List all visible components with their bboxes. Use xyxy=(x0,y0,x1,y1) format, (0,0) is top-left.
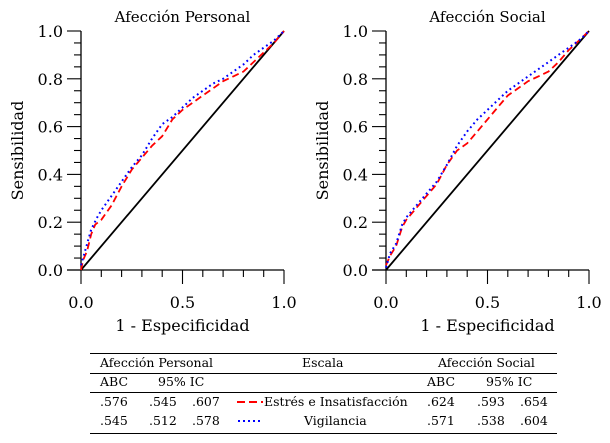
y-tick-label: 0.0 xyxy=(38,261,63,280)
y-tick-label: 0.4 xyxy=(38,165,63,184)
row1-scale-name: Estrés e Insatisfacción xyxy=(264,394,408,409)
y-tick-label: 0.4 xyxy=(343,165,368,184)
subheader-ic-personal: 95% IC xyxy=(158,374,205,389)
row1-social-ic-high: .654 xyxy=(520,394,548,409)
row1-personal-ic-high: .607 xyxy=(192,394,220,409)
roc-panel-1: Afección Personal 0.0 0.2 0.4 0.6 0.8 1.0 0.0 0.… xyxy=(8,8,297,335)
y-tick-label: 0.2 xyxy=(38,213,63,232)
y-tick-label: 0.8 xyxy=(38,70,63,89)
header-afeccion-social: Afección Social xyxy=(438,355,535,370)
roc-panel-2: Afección Social 0.0 0.2 0.4 0.6 0.8 1.0 0.0 0.5 1… xyxy=(313,8,602,335)
row2-social-abc: .571 xyxy=(427,413,455,428)
row2-social-ic-high: .604 xyxy=(520,413,548,428)
subheader-ic-social: 95% IC xyxy=(486,374,533,389)
x-tick-label: 0.0 xyxy=(68,293,93,312)
y-tick-label: 1.0 xyxy=(38,22,63,41)
y-tick-label: 0.0 xyxy=(343,261,368,280)
series-vigilancia xyxy=(385,30,590,268)
legend-dotted-blue-line xyxy=(238,420,263,422)
y-axis-label: Sensibilidad xyxy=(313,101,332,201)
y-tick-label: 1.0 xyxy=(343,22,368,41)
row1-personal-ic-low: .545 xyxy=(149,394,177,409)
table-mid-rule xyxy=(90,373,557,374)
y-tick-label: 0.6 xyxy=(343,118,368,137)
header-afeccion-personal: Afección Personal xyxy=(100,355,214,370)
series-estres-insatisfaccion xyxy=(385,30,590,266)
row2-social-ic-low: .538 xyxy=(477,413,505,428)
row2-scale-name: Vigilancia xyxy=(304,413,367,428)
header-escala: Escala xyxy=(302,355,344,370)
y-tick-label: 0.6 xyxy=(38,118,63,137)
x-tick-label: 1.0 xyxy=(271,293,296,312)
legend-dashed-red-line xyxy=(237,401,263,403)
table-top-rule xyxy=(90,353,557,354)
reference-diagonal-line xyxy=(80,30,285,271)
row1-social-ic-low: .593 xyxy=(477,394,505,409)
x-axis-label: 1 - Especificidad xyxy=(420,316,554,335)
x-axis-label: 1 - Especificidad xyxy=(115,316,249,335)
x-tick-label: 0.0 xyxy=(373,293,398,312)
y-tick-label: 0.8 xyxy=(343,70,368,89)
subheader-abc-social: ABC xyxy=(427,374,456,389)
x-tick-label: 0.5 xyxy=(170,293,195,312)
roc-figure: Afección Personal 0.0 0.2 0.4 0.6 0.8 1.0 0.0 0.… xyxy=(8,8,602,335)
chart-title: Afección Social xyxy=(428,8,546,26)
row1-personal-abc: .576 xyxy=(100,394,128,409)
y-tick-label: 0.2 xyxy=(343,213,368,232)
x-tick-label: 1.0 xyxy=(576,293,601,312)
reference-diagonal-line xyxy=(385,30,590,271)
series-estres-insatisfaccion xyxy=(80,30,285,271)
x-tick-label: 0.5 xyxy=(475,293,500,312)
series-vigilancia xyxy=(80,30,285,266)
table-bottom-rule xyxy=(90,433,557,434)
row1-social-abc: .624 xyxy=(427,394,455,409)
chart-title: Afección Personal xyxy=(114,8,251,26)
row2-personal-abc: .545 xyxy=(100,413,128,428)
row2-personal-ic-low: .512 xyxy=(149,413,177,428)
y-axis-label: Sensibilidad xyxy=(8,101,27,201)
table-sub-rule xyxy=(90,392,557,393)
subheader-abc-personal: ABC xyxy=(100,374,129,389)
row2-personal-ic-high: .578 xyxy=(192,413,220,428)
